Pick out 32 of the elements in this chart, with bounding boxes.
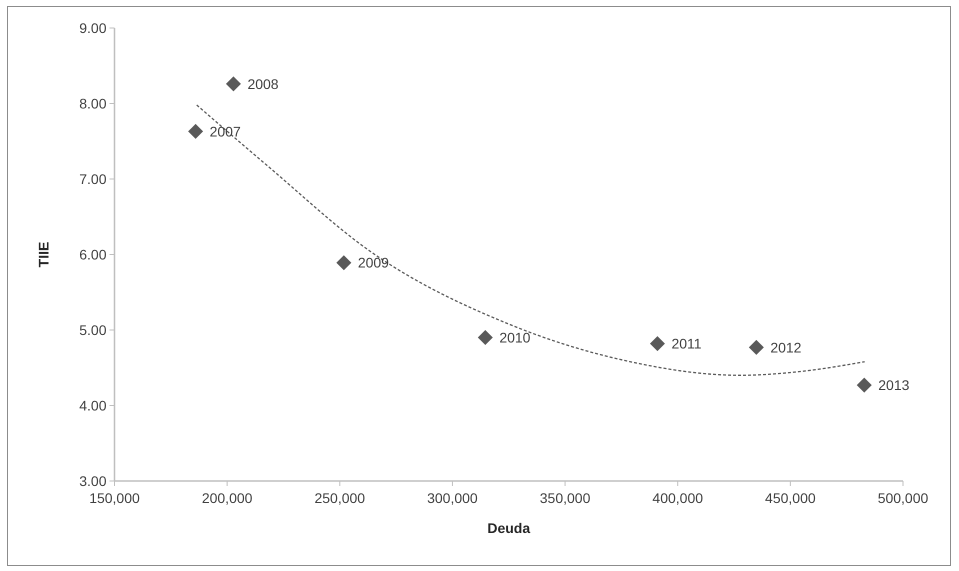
- x-axis-title: Deuda: [487, 520, 530, 536]
- x-tick-label: 300,000: [427, 490, 478, 506]
- y-tick-label: 8.00: [79, 95, 107, 112]
- x-tick-label: 500,000: [878, 490, 929, 506]
- x-tick-label: 150,000: [89, 490, 140, 506]
- point: [188, 124, 204, 139]
- annotation: 2012: [770, 339, 802, 356]
- x-tick-label: 450,000: [765, 490, 816, 506]
- annotation: 2009: [358, 254, 390, 271]
- point: [650, 336, 665, 352]
- point: [478, 330, 493, 346]
- annotation: 2007: [210, 123, 241, 140]
- y-tick-label: 5.00: [79, 322, 107, 338]
- x-tick-label: 200,000: [202, 490, 253, 506]
- y-tick-label: 3.00: [79, 472, 107, 489]
- x-tick-label: 350,000: [540, 490, 591, 506]
- point: [856, 378, 872, 393]
- point: [336, 255, 352, 270]
- point: [226, 76, 241, 92]
- y-tick-label: 7.00: [79, 170, 107, 187]
- annotation: 2011: [671, 335, 702, 352]
- point: [748, 340, 764, 355]
- y-tick-label: 4.00: [79, 397, 107, 414]
- annotation: 2008: [247, 76, 279, 92]
- line-series: [196, 104, 866, 376]
- x-tick-label: 250,000: [314, 490, 366, 506]
- annotation: 2013: [878, 377, 910, 394]
- y-tick-label: 9.00: [79, 20, 107, 36]
- x-tick-label: 400,000: [652, 490, 704, 506]
- y-tick-label: 6.00: [79, 246, 107, 262]
- annotation: 2010: [499, 329, 531, 346]
- y-axis-title: TIIE: [36, 242, 52, 268]
